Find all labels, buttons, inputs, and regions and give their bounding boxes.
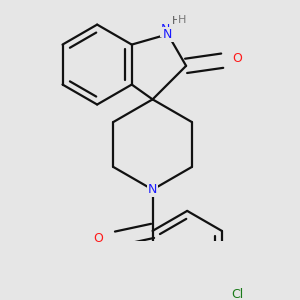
Text: N: N (160, 22, 170, 36)
Text: H: H (178, 15, 186, 25)
Text: Cl: Cl (231, 288, 243, 300)
Text: N: N (163, 28, 172, 41)
Text: H: H (171, 16, 180, 26)
Text: N: N (148, 183, 157, 196)
Text: O: O (94, 232, 103, 245)
Text: O: O (233, 52, 243, 64)
